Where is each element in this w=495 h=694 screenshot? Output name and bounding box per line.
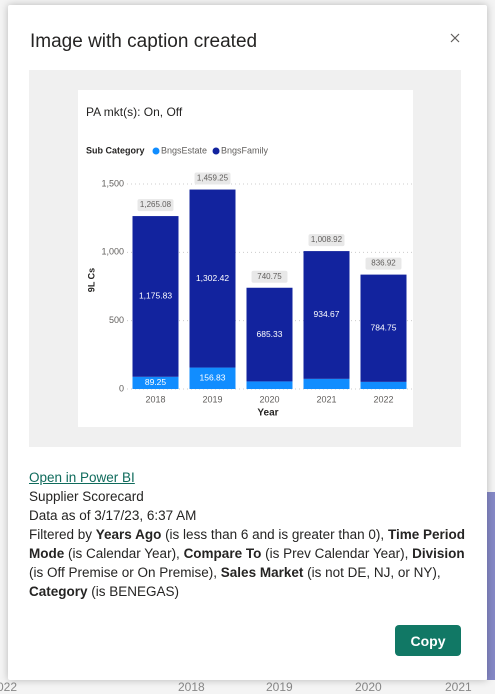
filter-text: Compare To: [183, 546, 262, 561]
data-label: 89.25: [145, 377, 167, 387]
total-label: 836.92: [371, 259, 396, 268]
x-tick-label: 2020: [259, 394, 279, 404]
legend-marker: [152, 147, 160, 155]
data-label: 784.75: [371, 322, 397, 332]
chart-title: PA mkt(s): On, Off: [86, 105, 183, 119]
legend-label: BngsFamily: [221, 145, 269, 155]
bar: [303, 378, 350, 389]
filter-text: (is Calendar Year),: [64, 546, 184, 561]
copy-button[interactable]: Copy: [395, 625, 461, 656]
data-date: Data as of 3/17/23, 6:37 AM: [29, 508, 197, 523]
x-tick-label: 2018: [145, 394, 165, 404]
total-label: 1,459.25: [197, 174, 229, 183]
x-tick-label: 2021: [316, 394, 336, 404]
x-tick-label: 2019: [202, 394, 222, 404]
filter-text: Category: [29, 584, 88, 599]
dialog-title: Image with caption created: [30, 31, 258, 52]
filter-text: Sales Market: [220, 565, 304, 580]
filter-text: Division: [412, 546, 465, 561]
filter-text: Years Ago: [95, 527, 162, 542]
filters: Filtered by Years Ago (is less than 6 an…: [29, 525, 469, 601]
filter-text: (is Off Premise or On Premise),: [29, 565, 221, 580]
filter-text: Time Period Mode: [29, 527, 465, 561]
filter-text: (is BENEGAS): [87, 584, 180, 599]
y-axis-title: 9L Cs: [86, 268, 96, 292]
filter-text: Filtered by: [29, 527, 96, 542]
filter-text: (is Prev Calendar Year),: [261, 546, 413, 561]
background-label: 2021: [445, 680, 472, 694]
x-tick-label: 2022: [373, 394, 393, 404]
chart: PA mkt(s): On, Off Sub Category 9L Cs Ye…: [78, 90, 413, 427]
legend-marker: [212, 147, 220, 155]
y-tick-label: 1,500: [101, 178, 124, 188]
bar: [132, 216, 179, 377]
data-label: 1,302.42: [196, 273, 229, 283]
legend-label: BngsEstate: [161, 145, 207, 155]
background-label: 2019: [266, 680, 293, 694]
bar: [189, 189, 236, 368]
background-bar: [487, 492, 495, 680]
total-box: [365, 257, 402, 270]
y-tick-label: 500: [109, 315, 124, 325]
y-tick-label: 1,000: [101, 247, 124, 257]
background-label: 2020: [355, 680, 382, 694]
total-box: [308, 234, 345, 247]
report-name: Supplier Scorecard: [29, 489, 144, 504]
total-label: 1,008.92: [311, 235, 343, 244]
data-label: 156.83: [200, 373, 226, 383]
y-tick-label: 0: [119, 383, 124, 393]
bar: [303, 251, 350, 379]
bar: [189, 367, 236, 389]
bar: [360, 274, 407, 382]
total-box: [251, 270, 288, 283]
x-axis-title: Year: [257, 408, 278, 419]
data-label: 934.67: [314, 309, 340, 319]
legend-title: Sub Category: [86, 145, 145, 155]
bar: [132, 376, 179, 389]
bar: [360, 381, 407, 389]
open-link[interactable]: Open in Power BI: [29, 470, 135, 485]
background-label: 022: [0, 680, 18, 694]
total-label: 1,265.08: [140, 200, 172, 209]
filter-text: (is not DE, NJ, or NY),: [303, 565, 441, 580]
total-label: 740.75: [257, 272, 282, 281]
bar: [246, 287, 293, 382]
caption: Open in Power BI Supplier Scorecard Data…: [29, 468, 469, 601]
close-button[interactable]: [450, 33, 460, 43]
data-label: 685.33: [257, 329, 283, 339]
bar: [246, 381, 293, 389]
total-box: [137, 199, 174, 212]
filter-text: (is less than 6 and is greater than 0),: [161, 527, 388, 542]
background-label: 2018: [178, 680, 205, 694]
data-label: 1,175.83: [139, 291, 172, 301]
total-box: [194, 172, 231, 185]
